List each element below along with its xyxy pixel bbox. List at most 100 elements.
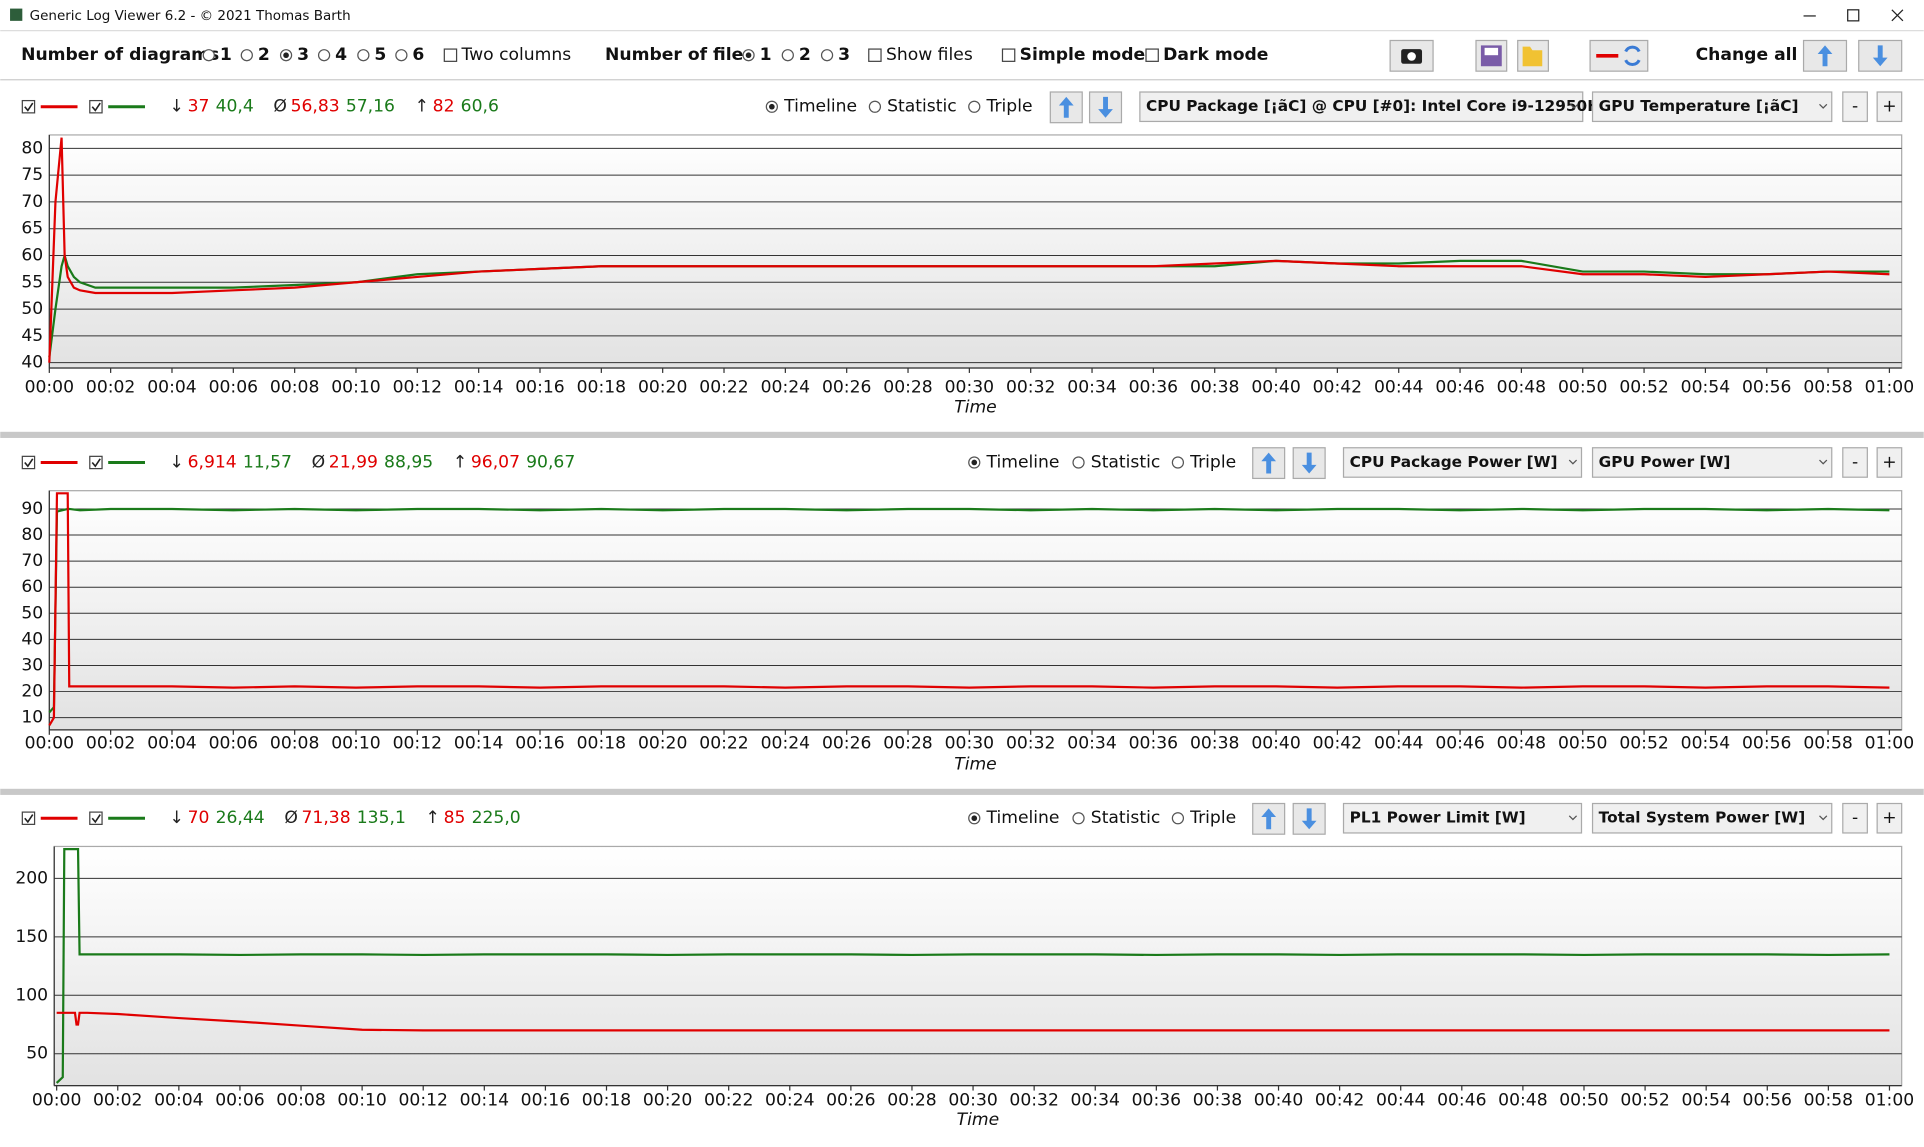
radio-button[interactable]	[358, 50, 369, 61]
y-tick-label: 60	[21, 245, 43, 265]
x-tick-label: 00:52	[1619, 378, 1668, 398]
x-tick-label: 00:46	[1435, 378, 1484, 398]
x-tick-label: 00:34	[1067, 733, 1116, 753]
checkbox[interactable]	[22, 101, 34, 113]
radio-dot	[746, 52, 752, 58]
panel-button-label: +	[1882, 97, 1896, 117]
x-tick-label: 00:04	[147, 733, 196, 753]
show-files-label: Show files	[886, 45, 973, 65]
panel-separator	[0, 789, 1924, 795]
stat-symbol: ↓	[170, 808, 184, 828]
stat-symbol: ↑	[426, 808, 440, 828]
checkbox[interactable]	[1146, 49, 1158, 61]
x-tick-label: 00:54	[1681, 378, 1730, 398]
stat-green: 88,95	[384, 452, 433, 472]
radio-button[interactable]	[822, 50, 833, 61]
radio-button[interactable]	[1073, 457, 1084, 468]
change-all-label: Change all	[1696, 45, 1798, 65]
x-tick-label: 00:28	[883, 378, 932, 398]
radio-dot	[283, 52, 289, 58]
radio-button[interactable]	[1172, 457, 1183, 468]
x-tick-label: 00:10	[331, 733, 380, 753]
radio-button[interactable]	[869, 101, 880, 112]
y-tick-label: 40	[21, 629, 43, 649]
x-tick-label: 00:32	[1006, 378, 1055, 398]
radio-button[interactable]	[241, 50, 252, 61]
checkbox[interactable]	[90, 812, 102, 824]
radio-button[interactable]	[319, 50, 330, 61]
view-option: Triple	[1189, 452, 1236, 472]
view-option: Timeline	[986, 452, 1060, 472]
y-tick-label: 60	[21, 577, 43, 597]
camera-lens	[1407, 52, 1416, 61]
x-tick-label: 00:52	[1619, 733, 1668, 753]
x-tick-label: 00:52	[1620, 1090, 1669, 1110]
x-tick-label: 00:26	[826, 1090, 875, 1110]
plot-area	[54, 846, 1901, 1085]
stat-red: 96,07	[471, 452, 520, 472]
x-tick-label: 00:40	[1251, 378, 1300, 398]
checkbox[interactable]	[90, 101, 102, 113]
x-tick-label: 00:30	[945, 733, 994, 753]
stat-symbol: ↑	[415, 97, 429, 117]
checkbox[interactable]	[22, 456, 34, 468]
x-tick-label: 00:18	[577, 378, 626, 398]
x-tick-label: 00:18	[582, 1090, 631, 1110]
plot-area	[49, 135, 1901, 368]
stat-green: 57,16	[346, 97, 395, 117]
x-tick-label: 00:16	[515, 733, 564, 753]
panel-button-label: -	[1852, 452, 1858, 472]
checkbox[interactable]	[90, 456, 102, 468]
x-tick-label: 00:32	[1009, 1090, 1058, 1110]
radio-button[interactable]	[969, 101, 980, 112]
x-tick-label: 00:22	[699, 378, 748, 398]
checkbox[interactable]	[1002, 49, 1014, 61]
stat-symbol: Ø	[273, 97, 287, 117]
stat-green: 225,0	[472, 808, 521, 828]
x-tick-label: 00:42	[1315, 1090, 1364, 1110]
x-axis-title: Time	[954, 397, 997, 417]
stat-red: 37	[188, 97, 210, 117]
x-tick-label: 00:40	[1254, 1090, 1303, 1110]
x-tick-label: 00:22	[699, 733, 748, 753]
series-name: CPU Package Power [W]	[1350, 453, 1558, 471]
y-tick-label: 80	[21, 525, 43, 545]
radio-dot	[971, 815, 977, 821]
y-tick-label: 10	[21, 708, 43, 728]
x-tick-label: 00:30	[948, 1090, 997, 1110]
checkbox[interactable]	[444, 49, 456, 61]
view-option: Triple	[1189, 808, 1236, 828]
radio-button[interactable]	[396, 50, 407, 61]
stat-symbol: ↑	[453, 452, 467, 472]
panel-button-label: -	[1852, 808, 1858, 828]
x-tick-label: 00:00	[32, 1090, 81, 1110]
stat-symbol: Ø	[284, 808, 298, 828]
y-tick-label: 45	[21, 326, 43, 346]
x-tick-label: 00:24	[761, 378, 810, 398]
x-tick-label: 00:54	[1681, 733, 1730, 753]
x-tick-label: 00:50	[1559, 1090, 1608, 1110]
x-tick-label: 00:44	[1376, 1090, 1425, 1110]
y-tick-label: 50	[21, 299, 43, 319]
y-tick-label: 70	[21, 192, 43, 212]
diagram-option: 3	[297, 45, 309, 65]
x-tick-label: 00:34	[1071, 1090, 1120, 1110]
diagram-option: 2	[258, 45, 270, 65]
stat-green: 26,44	[216, 808, 265, 828]
stat-green: 40,4	[216, 97, 254, 117]
x-tick-label: 00:14	[460, 1090, 509, 1110]
x-tick-label: 00:08	[270, 733, 319, 753]
checkbox[interactable]	[22, 812, 34, 824]
stat-red: 6,914	[188, 452, 237, 472]
dark-mode-label: Dark mode	[1163, 45, 1268, 65]
stat-symbol: ↓	[170, 97, 184, 117]
panel-separator	[0, 432, 1924, 438]
radio-button[interactable]	[203, 50, 214, 61]
radio-button[interactable]	[1172, 813, 1183, 824]
radio-button[interactable]	[782, 50, 793, 61]
x-tick-label: 00:56	[1742, 733, 1791, 753]
radio-button[interactable]	[1073, 813, 1084, 824]
x-tick-label: 00:26	[822, 733, 871, 753]
checkbox[interactable]	[869, 49, 881, 61]
